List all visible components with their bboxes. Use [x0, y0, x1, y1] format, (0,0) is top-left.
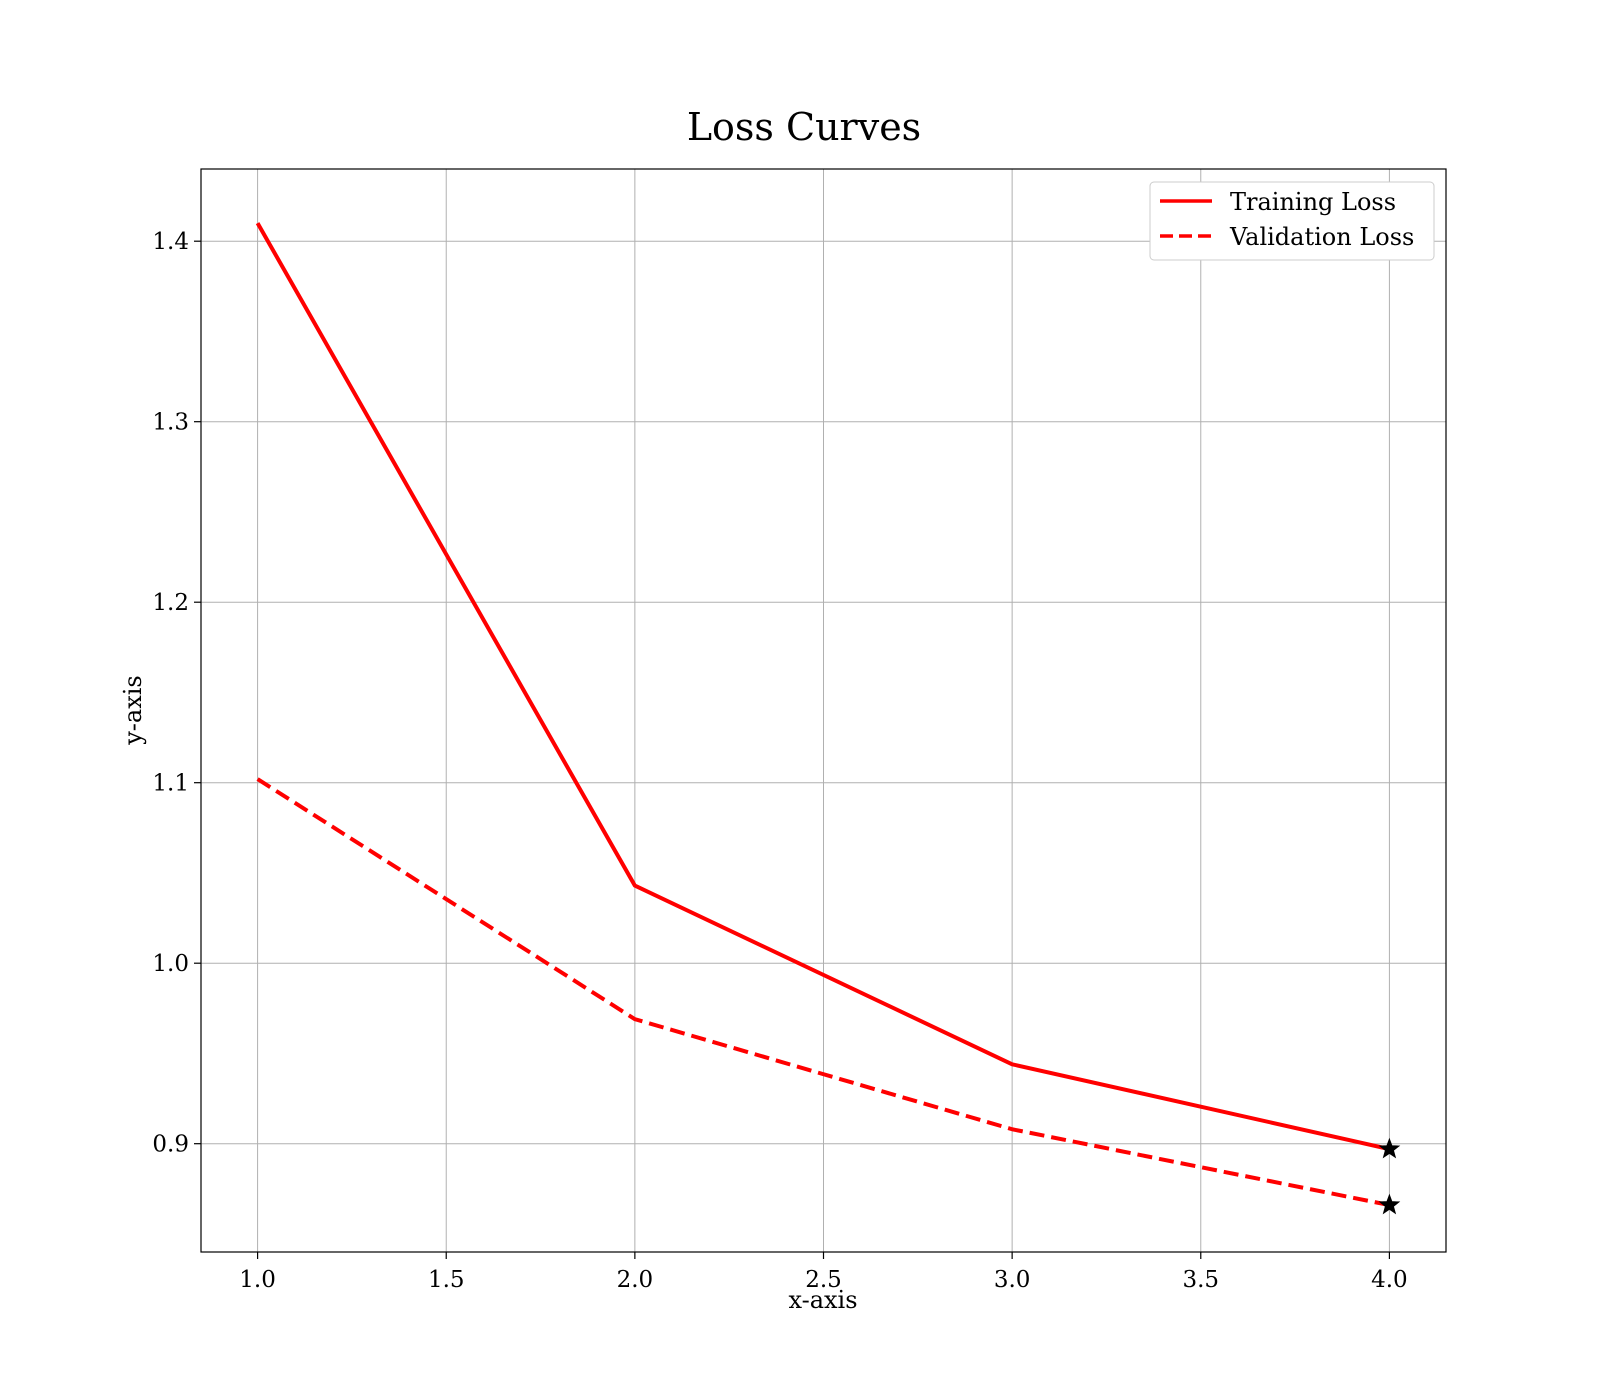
- x-tick-label-6: 4.0: [1371, 1267, 1408, 1293]
- x-tick-label-4: 3.0: [994, 1267, 1031, 1293]
- series-line-0: [255, 222, 1390, 1152]
- legend: Training Loss Validation Loss: [1149, 181, 1435, 261]
- y-axis-label: y-axis: [119, 675, 147, 746]
- y-tick-label-0: 0.9: [152, 1132, 189, 1158]
- legend-label-validation: Validation Loss: [1229, 223, 1414, 251]
- x-tick-label-0: 1.0: [239, 1267, 276, 1293]
- y-tick-label-4: 1.3: [152, 410, 189, 436]
- legend-label-training: Training Loss: [1230, 188, 1396, 216]
- x-tick-label-2: 2.0: [617, 1267, 654, 1293]
- y-tick-label-2: 1.1: [152, 771, 189, 797]
- y-tick-label-5: 1.4: [152, 229, 189, 255]
- series-layer: [255, 222, 1401, 1215]
- ticks: 1.0 1.5 2.0 2.5 3.0 3.5 4.0 0.9 1.0 1.1 1.2 1.3 1.4: [152, 229, 1407, 1293]
- series-end-marker-1: [1378, 1193, 1401, 1215]
- x-axis-label: x-axis: [788, 1286, 857, 1314]
- y-tick-label-1: 1.0: [152, 951, 189, 977]
- x-tick-label-3: 2.5: [805, 1267, 842, 1293]
- x-tick-label-5: 3.5: [1182, 1267, 1219, 1293]
- chart-title: Loss Curves: [687, 105, 921, 149]
- legend-box: [1149, 181, 1435, 261]
- series-line-1: [256, 777, 1390, 1208]
- y-tick-label-3: 1.2: [152, 590, 189, 616]
- x-tick-label-1: 1.5: [428, 1267, 465, 1293]
- grid: [201, 169, 1446, 1252]
- series-end-marker-0: [1378, 1137, 1401, 1159]
